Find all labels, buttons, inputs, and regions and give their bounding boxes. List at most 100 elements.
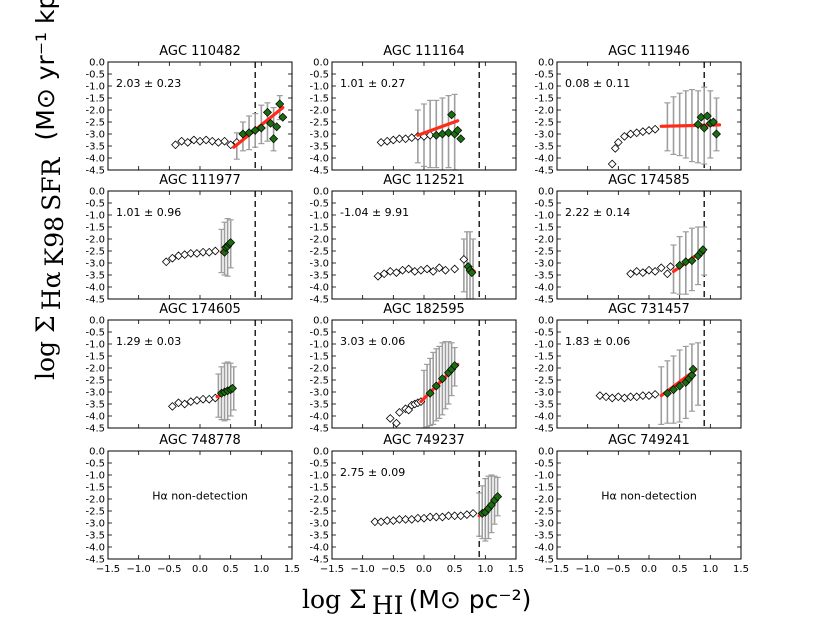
y-tick-label: -3.5 <box>309 271 329 282</box>
x-tick-label: −0.5 <box>157 564 181 575</box>
open-point <box>195 136 205 146</box>
x-tick-label: 1.0 <box>702 564 718 575</box>
y-tick-label: -2.5 <box>85 247 105 258</box>
y-tick-label: -4.5 <box>309 166 329 177</box>
y-tick-label: -0.5 <box>534 459 554 470</box>
y-tick-label: -3.5 <box>534 142 554 153</box>
y-tick-label: -3.0 <box>534 259 554 270</box>
panel-title: AGC 112521 <box>383 173 465 188</box>
open-point <box>376 517 386 527</box>
open-point <box>438 512 447 522</box>
open-point <box>620 393 629 403</box>
y-tick-label: -1.0 <box>85 471 105 482</box>
x-tick-label: −1.0 <box>576 564 600 575</box>
y-tick-label: -3.5 <box>85 142 105 153</box>
open-point <box>632 392 642 402</box>
open-point <box>450 264 460 274</box>
y-tick-label: -0.5 <box>309 199 329 210</box>
y-tick-label: -1.5 <box>309 352 329 363</box>
y-tick-label: 0.0 <box>538 58 554 69</box>
y-tick-label: -1.0 <box>309 211 329 222</box>
open-point <box>632 267 642 276</box>
y-axis-label-subsub: K98 <box>40 216 69 267</box>
y-tick-label: -3.0 <box>85 388 105 399</box>
open-point <box>388 516 398 525</box>
open-point <box>379 269 389 279</box>
panel-annotation: Hα non-detection <box>601 490 697 503</box>
open-point <box>613 138 623 147</box>
panel-frame <box>331 61 517 171</box>
panel-frame <box>331 450 517 560</box>
open-point <box>210 246 220 256</box>
y-tick-label: -4.5 <box>534 295 554 306</box>
y-tick-label: -4.0 <box>534 543 554 554</box>
y-tick-label: -0.5 <box>534 70 554 81</box>
open-point <box>404 264 414 274</box>
filled-point <box>467 268 477 278</box>
x-tick-label: −1.0 <box>351 564 375 575</box>
y-tick-label: -4.0 <box>85 543 105 554</box>
panel-agc-111164: AGC 111164 0.0-0.5-1.0-1.5-2.0-2.5-3.0-3.… <box>309 44 517 177</box>
y-tick-label: -0.5 <box>85 328 105 339</box>
y-tick-label: -2.0 <box>85 106 105 117</box>
open-point <box>431 512 441 522</box>
y-tick-label: -2.0 <box>309 106 329 117</box>
y-tick-label: -4.5 <box>309 555 329 566</box>
open-point <box>620 132 629 141</box>
y-tick-label: -0.5 <box>309 459 329 470</box>
panel-frame <box>107 61 293 171</box>
y-tick-label: -1.5 <box>85 352 105 363</box>
panel-annotation: 2.75 ± 0.09 <box>340 466 405 479</box>
panel-frame <box>556 450 742 560</box>
y-tick-label: -2.5 <box>85 376 105 387</box>
y-tick-label: -2.0 <box>85 235 105 246</box>
y-tick-label: 0.0 <box>313 187 329 198</box>
panel-agc-748778: AGC 7487780.0-0.5-1.0-1.5-2.0-2.5-3.0-3.… <box>85 433 299 575</box>
open-point <box>456 511 466 521</box>
y-tick-label: -1.0 <box>85 340 105 351</box>
filled-point <box>425 388 435 398</box>
open-point <box>650 390 660 399</box>
open-point <box>373 271 383 281</box>
open-point <box>204 394 214 404</box>
y-tick-label: -3.5 <box>309 531 329 542</box>
filled-point <box>688 364 698 374</box>
y-tick-label: -1.0 <box>309 82 329 93</box>
open-point <box>192 249 202 258</box>
filled-point <box>669 385 679 395</box>
filled-point <box>250 125 260 135</box>
y-tick-label: -1.5 <box>85 483 105 494</box>
y-tick-label: -0.5 <box>309 70 329 81</box>
y-tick-label: -3.0 <box>85 259 105 270</box>
filled-point <box>447 110 457 120</box>
panel-frame <box>107 190 293 300</box>
y-tick-label: 0.0 <box>313 316 329 327</box>
y-tick-label: -1.5 <box>534 94 554 105</box>
open-point <box>632 128 642 138</box>
y-axis-label: log Σ Hα K98 SFR (M⊙ yr⁻¹ kpc⁻²) <box>31 0 69 380</box>
y-tick-label: -3.5 <box>309 142 329 153</box>
svg-text:log Σ HI (M⊙: log Σ HI (M⊙ pc⁻²) <box>302 585 531 620</box>
filled-point <box>493 492 503 502</box>
fit-line <box>416 119 460 137</box>
panel-title: AGC 749237 <box>383 433 465 448</box>
y-tick-label: -3.0 <box>534 519 554 530</box>
x-tick-label: 0.5 <box>447 564 463 575</box>
y-tick-label: -4.0 <box>85 154 105 165</box>
y-tick-label: -0.5 <box>85 70 105 81</box>
y-tick-label: 0.0 <box>89 316 105 327</box>
filled-point <box>698 245 708 255</box>
panel-title: AGC 111164 <box>383 44 465 59</box>
x-tick-label: 1.0 <box>253 564 269 575</box>
open-point <box>395 515 404 524</box>
open-point <box>666 262 675 271</box>
x-tick-label: −1.5 <box>545 564 569 575</box>
panel-title: AGC 182595 <box>383 302 465 317</box>
x-tick-label: −0.5 <box>606 564 630 575</box>
y-tick-label: -4.0 <box>534 283 554 294</box>
open-point <box>220 136 229 146</box>
y-tick-label: -4.5 <box>534 424 554 435</box>
x-tick-label: −1.5 <box>320 564 344 575</box>
filled-point <box>275 99 285 109</box>
